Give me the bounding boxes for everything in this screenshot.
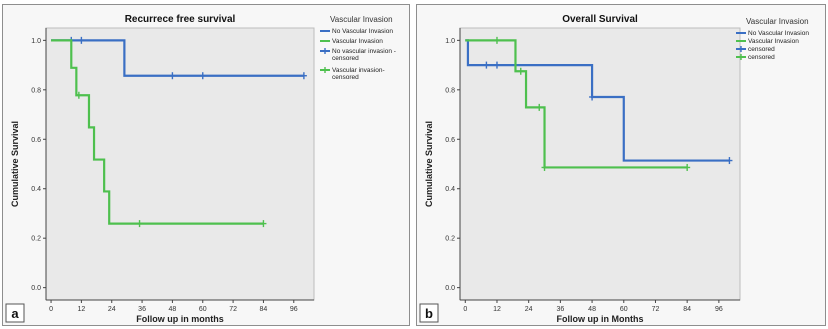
x-tick-label: 24 (525, 306, 533, 313)
x-tick-label: 60 (620, 306, 628, 313)
x-tick-label: 48 (169, 306, 177, 313)
x-tick-label: 60 (199, 306, 207, 313)
panel-letter-box (5, 303, 25, 323)
series-line-0 (51, 39, 304, 77)
y-tick-label: 0.4 (31, 186, 41, 193)
series-line-1 (51, 39, 264, 225)
legend-label: No vascular invasion - (332, 48, 396, 55)
legend-label: censored (332, 55, 359, 62)
legend-title: Vascular Invasion (746, 17, 809, 26)
x-tick-label: 48 (588, 306, 596, 313)
y-axis-title: Cumulative Survival (10, 121, 20, 207)
legend-label: Vascular Invasion (748, 38, 799, 45)
x-tick-label: 84 (683, 306, 691, 313)
panel-b-overall-survival: Overall Survival 0 12 24 36 48 60 72 84 96 0.0 0.2 0… (416, 4, 826, 326)
series-line-1 (465, 39, 688, 169)
y-tick-label: 0.2 (31, 236, 41, 243)
legend-label: Vascular invasion- (332, 67, 385, 74)
x-tick-label: 96 (715, 306, 723, 313)
panel-letter: b (425, 306, 433, 321)
x-axis-title: Follow up in Months (557, 314, 644, 324)
x-tick-label: 0 (463, 306, 467, 313)
y-tick-label: 0.8 (445, 87, 455, 94)
chart-title: Overall Survival (562, 14, 638, 25)
legend-label: censored (748, 46, 775, 53)
panel-letter-box (419, 303, 439, 323)
legend-label: censored (332, 74, 359, 81)
y-tick-label: 0.8 (31, 87, 41, 94)
x-tick-label: 0 (49, 306, 53, 313)
x-tick-label: 72 (652, 306, 660, 313)
y-tick-label: 0.0 (31, 285, 41, 292)
legend-label: Vascular Invasion (332, 38, 383, 45)
chart-b-svg: Overall Survival 0 12 24 36 48 60 72 84 96 0.0 0.2 0… (416, 4, 826, 326)
chart-title: Recurrece free survival (125, 14, 236, 25)
chart-a-svg: Recurrece free survival 0 12 24 36 48 60 72 84 96… (2, 4, 410, 326)
x-tick-label: 96 (290, 306, 298, 313)
legend-label: censored (748, 54, 775, 61)
x-tick-label: 12 (493, 306, 501, 313)
x-tick-label: 84 (260, 306, 268, 313)
y-tick-label: 0.4 (445, 186, 455, 193)
legend-title: Vascular Invasion (330, 15, 393, 24)
y-tick-label: 0.6 (445, 137, 455, 144)
y-tick-label: 0.2 (445, 236, 455, 243)
y-tick-label: 0.6 (31, 137, 41, 144)
y-tick-label: 1.0 (31, 38, 41, 45)
legend-label: No Vascular Invasion (332, 28, 393, 35)
x-tick-label: 36 (138, 306, 146, 313)
y-tick-label: 0.0 (445, 285, 455, 292)
panel-a-recurrence-free-survival: Recurrece free survival 0 12 24 36 48 60 72 84 96… (2, 4, 410, 326)
x-axis-title: Follow up in months (136, 314, 224, 324)
legend-label: No Vascular Invasion (748, 30, 809, 37)
y-axis-title: Cumulative Survival (424, 121, 434, 207)
plot-area (45, 27, 315, 301)
y-tick-label: 1.0 (445, 38, 455, 45)
x-tick-label: 12 (77, 306, 85, 313)
x-tick-label: 36 (556, 306, 564, 313)
x-tick-label: 72 (229, 306, 237, 313)
x-tick-label: 24 (108, 306, 116, 313)
plot-area (459, 27, 741, 301)
series-line-0 (465, 39, 730, 162)
panel-letter: a (11, 306, 19, 321)
